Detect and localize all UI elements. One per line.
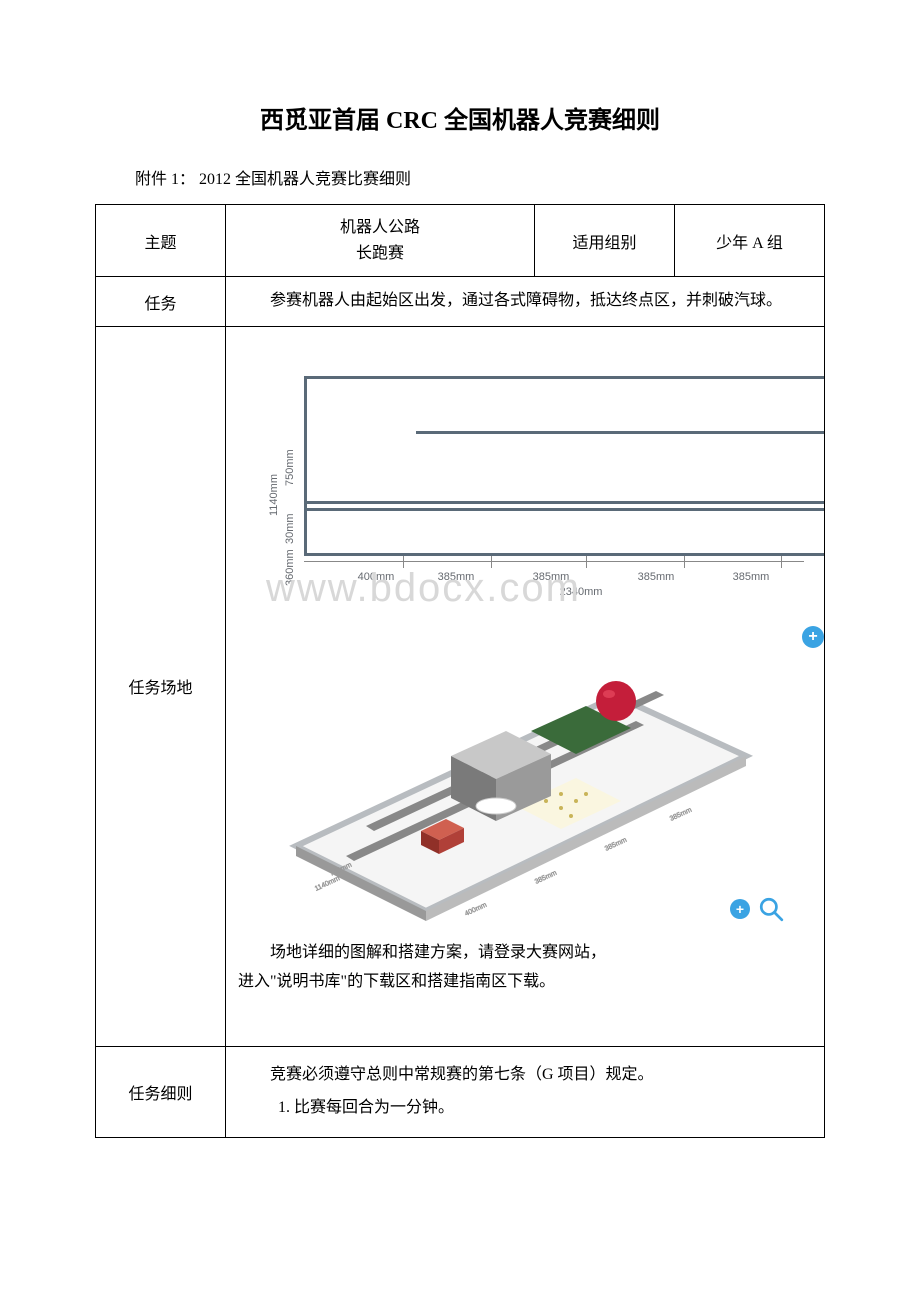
magnifier-icon[interactable] — [758, 896, 784, 922]
task-description: 参赛机器人由起始区出发，通过各式障碍物，抵达终点区，并刺破汽球。 — [226, 277, 825, 327]
isometric-render: 750mm 1140mm 400mm 385mm 385mm 385mm — [286, 656, 756, 926]
svg-text:385mm: 385mm — [534, 870, 558, 886]
field-diagram-cell: 750mm 1140mm 30mm 360mm 400mm 385mm 385m… — [226, 326, 825, 1046]
svg-text:385mm: 385mm — [669, 807, 693, 823]
detail-label: 任务细则 — [96, 1046, 226, 1137]
add-icon[interactable]: + — [802, 626, 824, 648]
theme-value: 机器人公路 长跑赛 — [226, 205, 535, 277]
svg-text:1140mm: 1140mm — [314, 876, 341, 894]
watermark-text: www.bdocx.com — [266, 566, 581, 611]
detail-content: 竞赛必须遵守总则中常规赛的第七条（G 项目）规定。 1. 比赛每回合为一分钟。 — [226, 1046, 825, 1137]
field-caption-line1: 场地详细的图解和搭建方案，请登录大赛网站， — [238, 939, 812, 968]
zoom-in-icon[interactable]: + — [730, 899, 750, 919]
dim-1140: 1140mm — [268, 475, 280, 517]
detail-p2: 1. 比赛每回合为一分钟。 — [238, 1094, 812, 1123]
dim-750: 750mm — [284, 450, 296, 487]
page-title: 西觅亚首届 CRC 全国机器人竞赛细则 — [95, 100, 825, 135]
group-value: 少年 A 组 — [675, 205, 825, 277]
svg-text:400mm: 400mm — [464, 902, 488, 918]
subtitle-attachment: 附件 1： 2012 全国机器人竞赛比赛细则 — [135, 165, 825, 189]
dim-30: 30mm — [284, 514, 296, 545]
task-label: 任务 — [96, 277, 226, 327]
rules-table: 主题 机器人公路 长跑赛 适用组别 少年 A 组 任务 参赛机器人由起始区出发，… — [95, 204, 825, 1138]
field-label: 任务场地 — [96, 326, 226, 1046]
svg-text:385mm: 385mm — [604, 837, 628, 853]
field-caption-line2: 进入"说明书库"的下载区和搭建指南区下载。 — [238, 968, 812, 997]
detail-p1: 竞赛必须遵守总则中常规赛的第七条（G 项目）规定。 — [238, 1061, 812, 1090]
dim-385-4: 385mm — [721, 571, 781, 583]
dim-385-3: 385mm — [626, 571, 686, 583]
theme-label: 主题 — [96, 205, 226, 277]
zoom-controls[interactable]: + — [730, 896, 784, 922]
group-label: 适用组别 — [535, 205, 675, 277]
field-caption: 场地详细的图解和搭建方案，请登录大赛网站， 进入"说明书库"的下载区和搭建指南区… — [238, 939, 812, 997]
